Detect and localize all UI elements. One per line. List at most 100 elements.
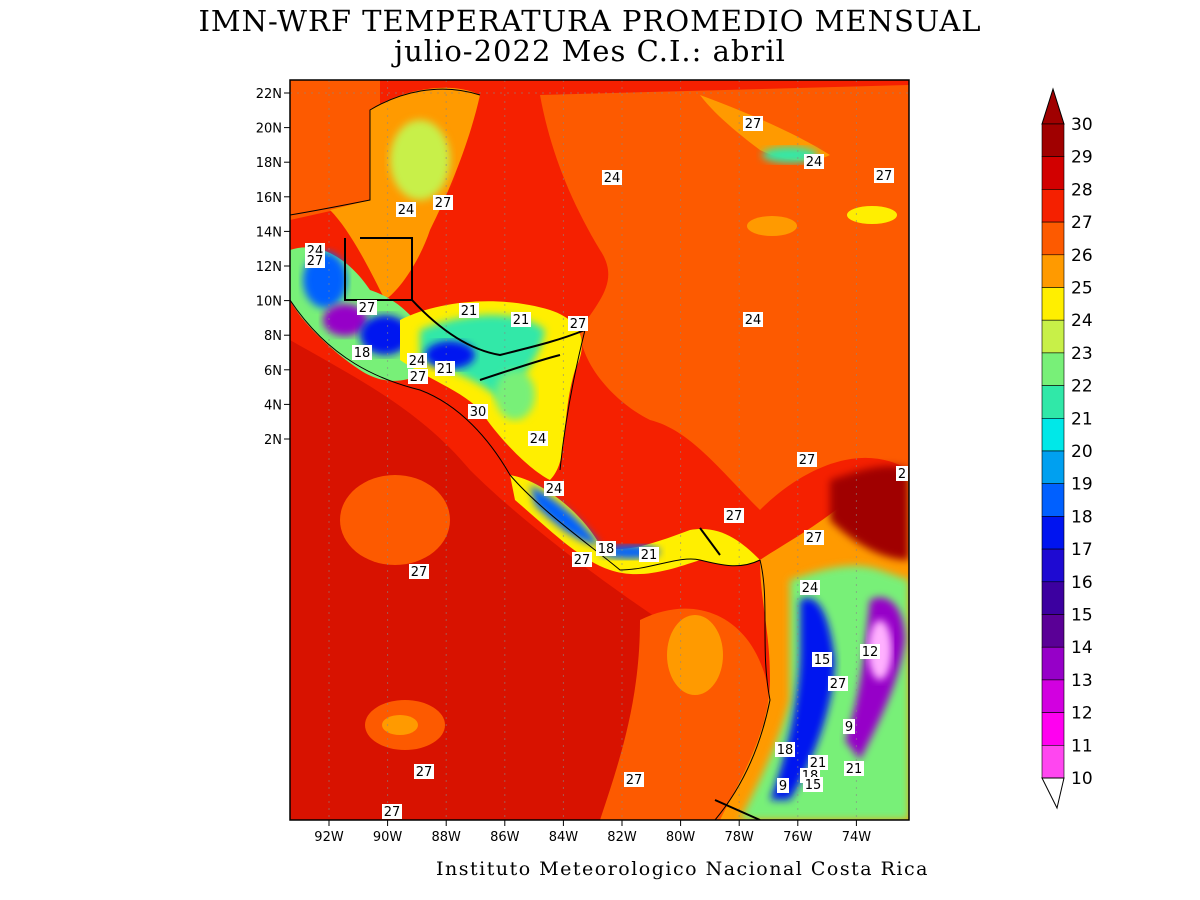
pacific-cool-pool-1: [340, 475, 450, 565]
lon-tick-label: 84W: [549, 830, 579, 845]
contour-label-text: 18: [598, 542, 615, 557]
chart-title-line-2: julio-2022 Mes C.I.: abril: [394, 34, 786, 68]
lat-tick-label: 10N: [256, 295, 282, 310]
colorbar-level-label: 13: [1071, 671, 1093, 691]
pacific-warm-area: [290, 340, 700, 820]
contour-label: 21: [511, 312, 531, 328]
contour-label-text: 9: [779, 779, 787, 794]
colorbar-level-label: 22: [1071, 377, 1093, 397]
contour-label-text: 21: [437, 362, 454, 377]
gulf-area: [290, 80, 380, 220]
lon-tick-label: 88W: [431, 830, 461, 845]
contour-label: 24: [544, 481, 564, 497]
colorbar-swatch: [1041, 417, 1065, 452]
contour-label-text: 18: [777, 743, 794, 758]
colorbar: 30 29 28 27 26 25 24 23 22 21 20 19 18 17 16 15 14 13 12 11…: [1041, 87, 1093, 810]
lon-tick-label: 76W: [783, 830, 813, 845]
contour-label: 27: [408, 369, 428, 385]
contour-label-text: 21: [810, 756, 827, 771]
colorbar-level-label: 21: [1071, 409, 1093, 429]
contour-label-text: 27: [745, 117, 762, 132]
contour-label-text: 27: [806, 531, 823, 546]
colorbar-bottom-arrow: [1041, 777, 1065, 810]
contour-label: 24: [602, 170, 622, 186]
contour-label-text: 27: [384, 805, 401, 820]
contour-label-text: 12: [862, 645, 879, 660]
colorbar-level-label: 14: [1071, 638, 1093, 658]
highland-core-3: [360, 315, 410, 355]
contour-label-text: 27: [799, 453, 816, 468]
colorbar-level-label: 19: [1071, 475, 1093, 495]
contour-label: 24: [396, 202, 416, 218]
contour-label-text: 30: [470, 405, 487, 420]
colorbar-level-label: 18: [1071, 507, 1093, 527]
contour-label: 9: [777, 778, 789, 794]
contour-label-text: 24: [604, 171, 621, 186]
contour-label-text: 27: [726, 509, 743, 524]
colorbar-swatch: [1041, 483, 1065, 517]
colorbar-swatch: [1041, 450, 1065, 485]
contour-label-text: 9: [845, 720, 853, 735]
lon-tick-label: 82W: [607, 830, 637, 845]
jamaica-land: [747, 216, 797, 236]
colorbar-top-arrow: [1041, 87, 1065, 125]
pacific-cool-core-3: [382, 715, 418, 735]
contour-label: 27: [382, 804, 402, 820]
lat-tick-label: 16N: [256, 191, 282, 206]
colorbar-level-label: 30: [1071, 115, 1093, 135]
colorbar-level-label: 15: [1071, 606, 1093, 626]
colorbar-level-label: 20: [1071, 442, 1093, 462]
colorbar-level-label: 25: [1071, 279, 1093, 299]
longitude-axis: 92W 90W 88W 86W 84W 82W 80W 78W 76W 74W: [314, 820, 871, 845]
colorbar-level-label: 11: [1071, 736, 1093, 756]
contour-label: 27: [828, 676, 848, 692]
contour-label: 18: [775, 742, 795, 758]
colorbar-swatch: [1041, 646, 1065, 681]
colorbar-level-label: 29: [1071, 148, 1093, 168]
map-frame: [289, 79, 910, 821]
coastlines: [290, 88, 771, 820]
contour-label: 2: [896, 466, 908, 482]
colorbar-level-label: 27: [1071, 213, 1093, 233]
contour-label: 27: [572, 552, 592, 568]
colorbar-level-label: 24: [1071, 311, 1093, 331]
contour-label: 24: [743, 312, 763, 328]
contour-label: 27: [724, 508, 744, 524]
colorbar-swatch: [1041, 287, 1065, 321]
lon-tick-label: 92W: [314, 830, 344, 845]
contour-label-text: 24: [530, 432, 547, 447]
contour-label: 21: [844, 761, 864, 777]
contour-label: 27: [414, 764, 434, 780]
contour-label-text: 15: [805, 778, 822, 793]
contour-label: 15: [812, 652, 832, 668]
contour-label: 27: [305, 253, 325, 269]
lat-tick-label: 20N: [256, 122, 282, 137]
contour-label-text: 24: [546, 482, 563, 497]
contour-label-text: 21: [461, 304, 478, 319]
colorbar-swatch: [1041, 352, 1065, 386]
colorbar-swatch: [1041, 189, 1065, 223]
lat-tick-label: 6N: [264, 364, 282, 379]
colorbar-swatch: [1041, 744, 1065, 779]
colorbar-level-label: 23: [1071, 344, 1093, 364]
contour-label: 12: [860, 644, 880, 660]
map-field: [290, 80, 909, 820]
contour-label-text: 21: [641, 548, 658, 563]
contour-label-text: 21: [846, 762, 863, 777]
contour-label-text: 24: [409, 354, 426, 369]
pacific-cool-pool-2: [600, 608, 770, 820]
yucatan-cool-zone: [390, 120, 450, 200]
contour-label-text: 24: [745, 313, 762, 328]
contour-label-text: 15: [814, 653, 831, 668]
contour-label-text: 27: [410, 370, 427, 385]
colorbar-swatch: [1041, 516, 1065, 550]
contour-label: 27: [409, 564, 429, 580]
lat-tick-label: 22N: [256, 87, 282, 102]
colorbar-swatch: [1041, 581, 1065, 615]
contour-label: 24: [528, 431, 548, 447]
costa-rica-core: [530, 485, 600, 545]
colorbar-level-label: 16: [1071, 573, 1093, 593]
hispaniola-land: [847, 206, 897, 224]
